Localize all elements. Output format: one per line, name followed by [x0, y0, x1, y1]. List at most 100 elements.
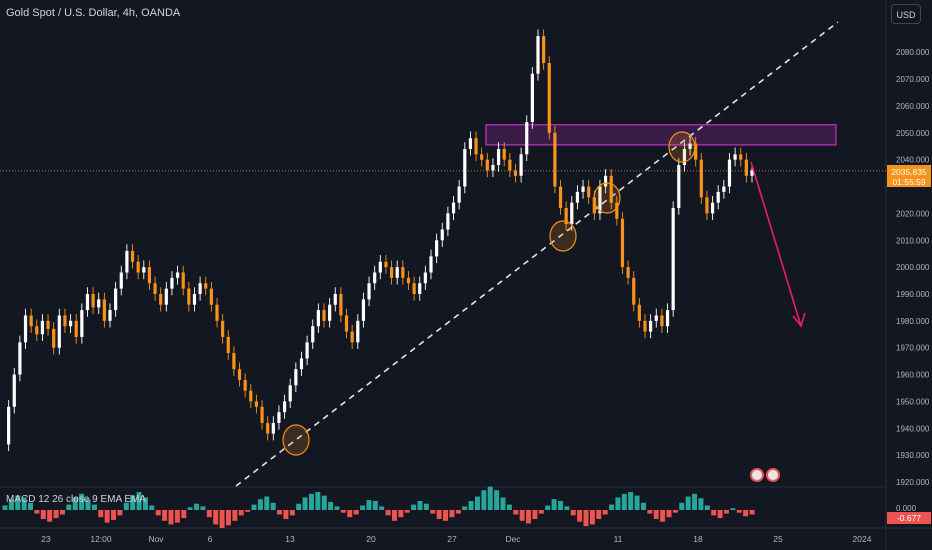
macd-value: -0.677	[897, 513, 921, 523]
macd-bar	[8, 499, 14, 510]
macd-bar	[647, 510, 653, 514]
candle-body	[660, 315, 664, 327]
macd-bar	[609, 504, 615, 510]
macd-value-badge	[887, 512, 931, 524]
candle-body	[80, 310, 84, 337]
macd-bar	[660, 510, 666, 522]
price-tick-label: 2040.000	[896, 156, 930, 165]
candle-body	[665, 310, 670, 327]
macd-bar	[168, 510, 174, 525]
candle-body	[429, 256, 433, 273]
macd-bar	[602, 510, 608, 515]
candle-body	[74, 320, 78, 337]
candle-body	[181, 272, 185, 289]
macd-bar	[583, 510, 589, 527]
macd-bar	[481, 490, 487, 510]
macd-bar	[315, 492, 321, 510]
currency-button[interactable]: USD	[891, 4, 921, 24]
macd-bar	[698, 498, 704, 510]
macd-bar	[251, 504, 257, 510]
macd-bar	[430, 510, 436, 514]
macd-bar	[162, 510, 168, 521]
macd-bar	[104, 510, 110, 523]
macd-bar	[174, 510, 180, 523]
macd-bar	[232, 510, 238, 521]
time-tick-label: 18	[693, 534, 703, 544]
candle-body	[40, 320, 45, 335]
candle-body	[344, 315, 349, 332]
macd-bar	[417, 501, 423, 510]
time-tick-label: 2024	[853, 534, 872, 544]
candle-body	[733, 154, 737, 160]
candle-body	[125, 251, 129, 273]
candle-body	[305, 342, 309, 359]
macd-bar	[468, 501, 474, 510]
macd-bar	[615, 497, 621, 510]
highlight-circle	[593, 182, 621, 214]
macd-bar	[500, 497, 506, 510]
macd-bar	[194, 503, 200, 510]
macd-bar	[449, 510, 455, 518]
macd-bar	[494, 490, 500, 510]
macd-bar	[717, 510, 723, 519]
macd-bar	[551, 499, 557, 510]
macd-bar	[634, 495, 640, 510]
price-tick-label: 2060.000	[896, 102, 930, 111]
macd-bar	[155, 510, 161, 516]
macd-bar	[149, 505, 155, 510]
candle-body	[46, 320, 50, 329]
candle-body	[553, 132, 557, 187]
candle-body	[361, 299, 366, 321]
candle-body	[384, 261, 388, 268]
macd-bar	[15, 495, 21, 510]
macd-bar	[723, 510, 729, 514]
time-tick-label: 20	[366, 534, 376, 544]
candle-body	[153, 283, 157, 294]
price-tick-label: 1920.000	[896, 478, 930, 487]
macd-bar	[34, 510, 40, 514]
candle-body	[266, 422, 270, 434]
highlight-circle	[282, 424, 310, 456]
candle-body	[12, 374, 16, 407]
macd-bar	[353, 510, 359, 515]
price-tick-label: 2080.000	[896, 48, 930, 57]
macd-bar	[462, 506, 468, 510]
macd-bar	[2, 505, 8, 510]
forecast-arrow-line	[750, 161, 802, 327]
macd-bar	[711, 510, 717, 516]
macd-bar	[21, 497, 27, 510]
macd-bar	[589, 510, 595, 525]
macd-bar	[538, 510, 544, 514]
candle-body	[35, 326, 39, 335]
candle-body	[463, 148, 467, 187]
candle-body	[744, 159, 748, 176]
candle-body	[333, 293, 337, 305]
macd-bar	[379, 506, 385, 510]
macd-bar	[136, 492, 142, 510]
current-price-badge	[887, 165, 931, 187]
candle-body	[615, 202, 619, 219]
macd-bar	[142, 497, 148, 510]
candle-body	[198, 283, 202, 294]
candle-body	[378, 261, 382, 273]
time-tick-label: 6	[208, 534, 213, 544]
forecast-arrowhead	[792, 312, 806, 328]
price-tick-label: 2020.000	[896, 209, 930, 218]
candle-body	[204, 283, 208, 289]
candle-body	[508, 159, 512, 171]
price-tick-label: 2070.000	[896, 75, 930, 84]
candle-body	[282, 401, 287, 413]
candle-body	[52, 328, 56, 348]
macd-bar	[366, 500, 372, 510]
event-flag-icon	[766, 468, 780, 482]
candle-body	[750, 170, 754, 176]
macd-bar	[98, 510, 104, 518]
macd-bar	[436, 510, 442, 519]
macd-bar	[72, 497, 78, 510]
candle-body	[581, 186, 585, 192]
candle-body	[367, 283, 371, 300]
highlight-circle	[549, 220, 577, 252]
macd-bar	[277, 510, 283, 515]
candle-body	[147, 267, 152, 284]
